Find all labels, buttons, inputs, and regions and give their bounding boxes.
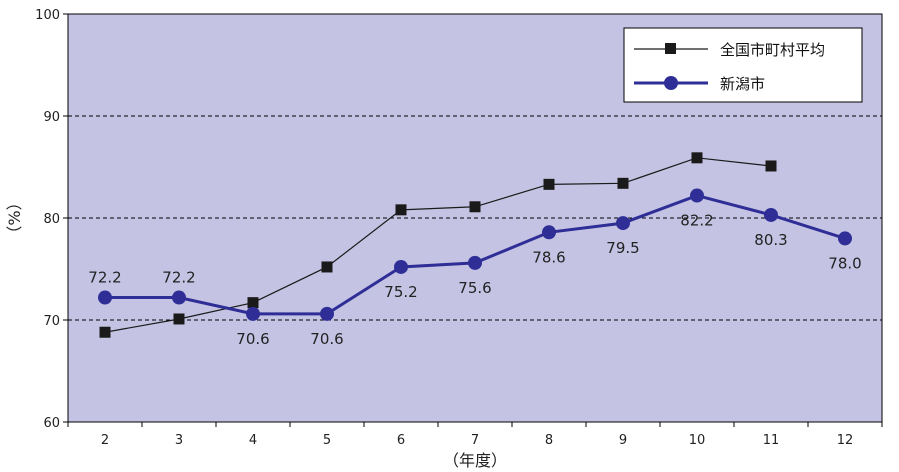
data-label: 78.0 [828, 254, 861, 272]
point-marker-circle [690, 188, 704, 203]
point-marker-square [321, 261, 333, 273]
legend-box [623, 27, 863, 103]
point-marker-square [173, 313, 185, 325]
data-label: 75.2 [384, 283, 417, 301]
point-marker-circle [394, 259, 408, 274]
point-marker-circle [616, 216, 630, 231]
y-tick-label: 90 [43, 110, 60, 125]
series-line-0 [104, 157, 772, 333]
x-axis-title: （年度） [443, 451, 507, 470]
point-marker-circle [246, 306, 260, 321]
x-tick-label: 8 [545, 433, 553, 448]
x-tick-label: 12 [837, 433, 854, 448]
x-tick-label: 10 [689, 433, 706, 448]
data-label: 75.6 [458, 279, 491, 297]
x-tick-label: 3 [175, 433, 183, 448]
point-marker-circle [98, 290, 112, 305]
data-labels: 72.2 72.2 70.6 70.6 75.2 75.6 78.6 79.5 82.2 80.3… [88, 212, 861, 348]
y-tick-label: 100 [35, 8, 60, 23]
point-marker-square [617, 177, 629, 189]
legend-label-national: 全国市町村平均 [720, 41, 825, 59]
data-label: 79.5 [606, 239, 639, 257]
data-label: 82.2 [680, 212, 713, 230]
point-marker-circle [764, 207, 778, 222]
point-marker-square [469, 201, 481, 213]
point-marker-square [765, 160, 777, 172]
data-label: 80.3 [754, 231, 787, 249]
legend-label-niigata: 新潟市 [720, 75, 765, 93]
point-marker-circle [838, 231, 852, 246]
data-label: 72.2 [88, 269, 121, 287]
y-axis-ticks: 60 70 80 90 100 [35, 8, 68, 431]
x-tick-label: 9 [619, 433, 627, 448]
x-axis-ticks: 2 3 4 5 6 7 8 9 10 11 12 [67, 422, 883, 448]
x-tick-label: 6 [397, 433, 405, 448]
legend: 全国市町村平均 新潟市 [623, 27, 863, 103]
x-tick-label: 4 [249, 433, 257, 448]
point-marker-circle [320, 306, 334, 321]
data-label: 78.6 [532, 248, 565, 266]
point-marker-square [543, 178, 555, 190]
data-label: 70.6 [236, 330, 269, 348]
y-axis-title: （%） [5, 194, 24, 241]
point-marker-circle [172, 290, 186, 305]
y-tick-label: 80 [43, 212, 60, 227]
point-marker-square [99, 326, 111, 338]
point-marker-circle [468, 255, 482, 270]
series-group [98, 152, 852, 338]
legend-marker-niigata [664, 76, 678, 90]
y-tick-label: 70 [43, 314, 60, 329]
x-tick-label: 7 [471, 433, 479, 448]
legend-marker-national [665, 43, 676, 54]
x-tick-label: 11 [763, 433, 780, 448]
data-label: 72.2 [162, 269, 195, 287]
y-tick-label: 60 [43, 416, 60, 431]
point-marker-square [395, 204, 407, 216]
point-marker-square [247, 297, 259, 309]
gridlines [68, 115, 882, 321]
x-tick-label: 5 [323, 433, 331, 448]
x-tick-label: 2 [101, 433, 109, 448]
point-marker-circle [542, 225, 556, 240]
data-label: 70.6 [310, 330, 343, 348]
point-marker-square [691, 152, 703, 164]
